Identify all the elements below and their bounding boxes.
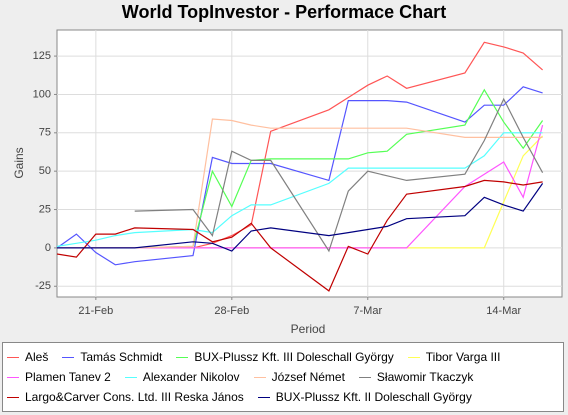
legend-swatch	[7, 376, 19, 378]
y-tick-label: -25	[35, 280, 51, 292]
legend-label: Tibor Varga III	[425, 350, 501, 364]
legend-label: Sławomir Tkaczyk	[376, 370, 474, 384]
legend-label: Largo&Carver Cons. Ltd. III Reska János	[25, 390, 244, 404]
legend-swatch	[176, 356, 189, 358]
legend-item: Plamen Tanev 2	[7, 370, 111, 384]
legend-item: Largo&Carver Cons. Ltd. III Reska János	[7, 390, 244, 404]
x-tick-label: 28-Feb	[214, 305, 249, 317]
legend-item: Tamás Schmidt	[62, 350, 162, 364]
x-axis-label: Period	[291, 322, 326, 336]
legend-item: Alexander Nikolov	[124, 370, 240, 384]
legend-label: BUX-Plussz Kft. III Doleschall György	[194, 350, 394, 364]
series-line	[57, 183, 544, 252]
legend-item: József Német	[253, 370, 345, 384]
legend-swatch	[62, 356, 75, 358]
y-tick-label: 0	[45, 242, 51, 254]
x-tick-label: 7-Mar	[353, 305, 382, 317]
legend-swatch	[124, 376, 137, 378]
x-tick-label: 14-Mar	[486, 305, 521, 317]
series-line	[56, 86, 543, 266]
y-axis-label: Gains	[12, 147, 26, 178]
x-tick-label: 21-Feb	[78, 305, 113, 317]
y-tick-label: 50	[39, 165, 51, 177]
legend-item: Tibor Varga III	[407, 350, 501, 364]
y-tick-label: 25	[39, 203, 51, 215]
legend-swatch	[253, 376, 266, 378]
legend-label: Alexander Nikolov	[142, 370, 240, 384]
legend-swatch	[257, 396, 270, 398]
y-tick-label: 100	[33, 88, 51, 100]
legend-item: BUX-Plussz Kft. II Doleschall György	[257, 390, 472, 404]
y-tick-label: 125	[33, 50, 51, 62]
chart-title: World TopInvestor - Performace Chart	[122, 2, 446, 22]
series-line	[56, 132, 543, 247]
legend-label: Plamen Tanev 2	[25, 370, 111, 384]
legend-swatch	[358, 376, 371, 378]
legend-label: Aleš	[25, 350, 49, 364]
series-line	[134, 97, 544, 253]
y-tick-label: 75	[39, 127, 51, 139]
legend-label: BUX-Plussz Kft. II Doleschall György	[275, 390, 472, 404]
plot-area	[56, 29, 563, 298]
series-line	[56, 179, 543, 292]
legend-swatch	[407, 356, 420, 358]
legend-item: Sławomir Tkaczyk	[358, 370, 474, 384]
legend-label: József Német	[271, 370, 345, 384]
legend-swatch	[7, 356, 19, 358]
legend-swatch	[7, 396, 19, 398]
legend-item: BUX-Plussz Kft. III Doleschall György	[176, 350, 394, 364]
legend-item: Aleš	[7, 350, 48, 364]
legend-label: Tamás Schmidt	[80, 350, 163, 364]
legend: Aleš Tamás Schmidt BUX-Plussz Kft. III Dol…	[2, 342, 564, 412]
chart: World TopInvestor - Performace Chart Per…	[12, 2, 563, 336]
